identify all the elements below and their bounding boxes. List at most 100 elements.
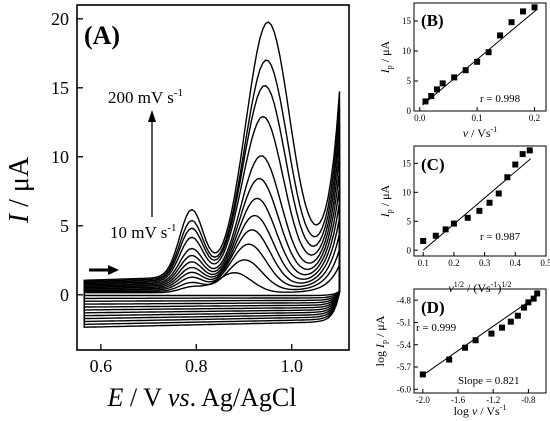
y-tick-label: 5 bbox=[407, 216, 412, 226]
y-tick-label: 20 bbox=[51, 9, 69, 29]
data-point bbox=[526, 147, 533, 154]
data-point bbox=[432, 232, 439, 239]
panel-a-voltammograms bbox=[83, 21, 341, 328]
y-tick-label: -5.4 bbox=[397, 340, 412, 350]
x-tick-label: 0.1 bbox=[418, 258, 429, 268]
x-tick-label: 0.6 bbox=[90, 356, 113, 376]
data-point bbox=[446, 356, 453, 363]
data-point bbox=[472, 337, 479, 344]
data-point bbox=[488, 330, 495, 337]
panel-d-ticks: -2.0 -1.6 -1.2 -0.8 -6.0 -5.7 -5.4 -5.1 -4.8 bbox=[397, 295, 536, 405]
panel-b-y-axis-title: Ip / μA bbox=[378, 40, 394, 74]
panel-a-x-axis-title: E / V vs. Ag/AgCl bbox=[106, 383, 296, 412]
y-tick-label: -5.7 bbox=[397, 362, 412, 372]
data-point bbox=[495, 190, 502, 197]
x-tick-label: 0.3 bbox=[479, 258, 491, 268]
panel-d-slope: Slope = 0.821 bbox=[458, 375, 520, 387]
y-tick-label: 5 bbox=[60, 216, 69, 236]
data-point bbox=[422, 98, 429, 105]
y-tick-label: -5.1 bbox=[397, 318, 411, 328]
panel-a-frame bbox=[76, 4, 350, 351]
data-point bbox=[474, 58, 481, 65]
y-tick-label: 15 bbox=[402, 16, 412, 26]
data-point bbox=[476, 207, 483, 214]
data-point bbox=[497, 32, 504, 39]
panel-d-y-axis-title: log Ip / μA bbox=[373, 315, 389, 366]
panel-d-correlation: r = 0.999 bbox=[416, 322, 457, 334]
data-point bbox=[531, 4, 538, 11]
data-point bbox=[439, 80, 446, 87]
data-point bbox=[464, 214, 471, 221]
panel-c-fit-line bbox=[422, 158, 531, 251]
x-tick-label: 1.0 bbox=[280, 356, 303, 376]
y-tick-label: -6.0 bbox=[397, 384, 412, 394]
data-point bbox=[520, 8, 527, 15]
data-point bbox=[442, 226, 449, 233]
panel-b-frame bbox=[413, 2, 547, 112]
data-point bbox=[504, 174, 511, 181]
data-point bbox=[428, 93, 435, 99]
panel-b-ticks: 0.0 0.1 0.2 0 5 10 15 bbox=[402, 16, 540, 123]
x-tick-label: 0.0 bbox=[414, 113, 426, 123]
x-tick-label: 0.1 bbox=[472, 113, 483, 123]
fit-line bbox=[422, 8, 538, 106]
data-point bbox=[450, 220, 457, 227]
panel-a-y-axis-title: I / μA bbox=[4, 156, 35, 224]
x-tick-label: 0.4 bbox=[510, 258, 522, 268]
x-tick-label: -2.0 bbox=[416, 395, 431, 405]
x-tick-label: -1.2 bbox=[486, 395, 500, 405]
y-tick-label: 15 bbox=[402, 159, 412, 169]
y-tick-label: 10 bbox=[51, 147, 69, 167]
x-tick-label: -1.6 bbox=[451, 395, 466, 405]
annotation-low-scan-rate: 10 mV s-1 bbox=[110, 222, 176, 242]
panel-c-correlation: r = 0.987 bbox=[480, 231, 521, 243]
x-tick-label: 0.2 bbox=[529, 113, 540, 123]
annotation-high-scan-rate: 200 mV s-1 bbox=[108, 87, 183, 107]
data-point bbox=[508, 19, 515, 26]
y-tick-label: 0 bbox=[407, 106, 412, 116]
y-tick-label: 0 bbox=[60, 285, 69, 305]
x-tick-label: -0.8 bbox=[521, 395, 536, 405]
panel-b-fit-line bbox=[422, 8, 538, 106]
panel-d-fit-line bbox=[422, 295, 538, 376]
panel-b: 0.0 0.1 0.2 0 5 10 15 (B) r = 0.998 v / Vs-1 I… bbox=[378, 2, 547, 140]
data-point bbox=[534, 290, 541, 297]
data-point bbox=[420, 237, 427, 244]
panel-b-label: (B) bbox=[421, 11, 444, 30]
data-point bbox=[514, 312, 521, 319]
panel-b-data-points bbox=[422, 4, 538, 105]
panel-a-label: (A) bbox=[84, 21, 120, 50]
panel-c-frame bbox=[413, 145, 547, 257]
y-tick-label: -4.8 bbox=[397, 295, 412, 305]
panel-a-y-ticks: 0 5 10 15 20 bbox=[51, 9, 83, 305]
panel-c-y-axis-title: Ip / μA bbox=[378, 184, 394, 218]
scan-direction-arrow-head bbox=[108, 265, 119, 275]
panel-c: 0.1 0.2 0.3 0.4 0.5 0 5 10 15 (C) r = 0.987 v1/2… bbox=[378, 145, 550, 295]
data-point bbox=[462, 344, 469, 351]
panel-a-x-ticks: 0.6 0.8 1.0 bbox=[90, 344, 303, 376]
y-tick-label: 10 bbox=[402, 187, 412, 197]
data-point bbox=[433, 86, 440, 93]
x-tick-label: 0.8 bbox=[185, 356, 208, 376]
data-point bbox=[530, 295, 537, 302]
panel-b-x-axis-title: v / Vs-1 bbox=[463, 125, 497, 140]
panel-d: -2.0 -1.6 -1.2 -0.8 -6.0 -5.7 -5.4 -5.1 -4.8 (D)… bbox=[373, 288, 547, 418]
panel-c-ticks: 0.1 0.2 0.3 0.4 0.5 0 5 10 15 bbox=[402, 159, 550, 268]
y-tick-label: 10 bbox=[402, 46, 412, 56]
panel-c-label: (C) bbox=[421, 155, 445, 174]
data-point bbox=[519, 151, 526, 158]
panel-d-data-points bbox=[419, 290, 541, 378]
fit-line bbox=[422, 158, 531, 251]
voltammogram-200-mV-s bbox=[83, 21, 341, 328]
data-point bbox=[419, 371, 426, 378]
y-tick-label: 5 bbox=[407, 76, 412, 86]
data-point bbox=[451, 74, 458, 81]
data-point bbox=[499, 324, 505, 331]
data-point bbox=[525, 299, 532, 306]
y-tick-label: 15 bbox=[51, 78, 69, 98]
data-point bbox=[486, 199, 493, 206]
data-point bbox=[512, 161, 519, 168]
panel-d-frame bbox=[413, 288, 547, 394]
panel-c-data-points bbox=[420, 147, 533, 244]
